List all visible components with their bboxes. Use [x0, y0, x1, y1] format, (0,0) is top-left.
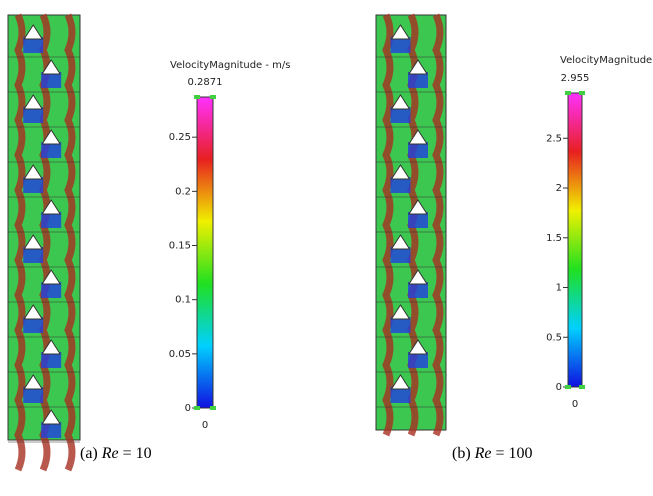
wake	[41, 142, 62, 158]
handle	[565, 385, 571, 389]
wake	[390, 107, 411, 123]
wake	[23, 107, 44, 123]
wake	[41, 212, 62, 228]
obstacle	[41, 269, 62, 285]
wake	[23, 317, 44, 333]
tick-label: 2	[556, 183, 562, 194]
obstacle	[23, 304, 44, 320]
wake	[408, 282, 428, 298]
obstacle	[408, 199, 428, 215]
handle	[579, 91, 585, 95]
handle	[579, 385, 585, 389]
tick-label: 0.15	[169, 241, 191, 252]
obstacle	[41, 409, 62, 425]
handle	[210, 406, 216, 410]
wake	[23, 37, 44, 53]
colorbar-min: 0	[572, 399, 578, 410]
obstacle	[23, 234, 44, 250]
wake	[408, 352, 428, 368]
caption-label: (b)	[452, 445, 471, 462]
flow-streak	[382, 13, 394, 437]
caption-label: (a)	[80, 445, 98, 462]
colorbar-title: VelocityMagnitude - m/s	[170, 60, 291, 71]
handle	[194, 406, 200, 410]
obstacle	[23, 164, 44, 180]
wake	[41, 422, 62, 438]
handle	[210, 95, 216, 99]
wake	[390, 387, 411, 403]
flow-field	[375, 13, 447, 437]
obstacle	[390, 304, 411, 320]
tick-label: 0.25	[169, 132, 191, 143]
obstacle	[23, 94, 44, 110]
obstacle	[390, 374, 411, 390]
caption-value: = 10	[123, 445, 152, 462]
caption: (a) Re = 10	[80, 445, 152, 462]
colorbar-max: 0.2871	[188, 77, 223, 88]
obstacle	[408, 129, 428, 145]
obstacle	[390, 234, 411, 250]
handle	[565, 91, 571, 95]
colorbar-title: VelocityMagnitude - m/s	[560, 55, 653, 66]
tick-label: 0.05	[169, 349, 191, 360]
flow-streak	[14, 13, 26, 472]
tick-label: 0	[185, 403, 191, 414]
obstacle	[390, 94, 411, 110]
caption: (b) Re = 100	[452, 445, 533, 462]
tick-label: 1	[556, 283, 562, 294]
wake	[41, 72, 62, 88]
colorbar-min: 0	[202, 420, 208, 431]
obstacle	[23, 374, 44, 390]
caption-value: = 100	[496, 445, 533, 462]
obstacle	[390, 164, 411, 180]
colorbar	[196, 96, 214, 409]
wake	[41, 282, 62, 298]
colorbar	[567, 92, 583, 388]
obstacle	[408, 269, 428, 285]
obstacle	[408, 59, 428, 75]
wake	[408, 142, 428, 158]
tick-label: 0.1	[175, 295, 191, 306]
tick-label: 0.2	[175, 186, 191, 197]
tick-label: 2.5	[546, 133, 562, 144]
wake	[390, 37, 411, 53]
flow-field	[7, 13, 81, 472]
wake	[408, 72, 428, 88]
wake	[408, 212, 428, 228]
wake	[23, 177, 44, 193]
obstacle	[41, 59, 62, 75]
obstacle	[41, 339, 62, 355]
obstacle	[41, 199, 62, 215]
wake	[23, 247, 44, 263]
tick-label: 1.5	[546, 233, 562, 244]
flow-streak	[432, 13, 444, 437]
colorbar-max: 2.955	[561, 73, 590, 84]
obstacle	[390, 24, 411, 40]
wake	[390, 317, 411, 333]
caption-symbol: Re	[474, 445, 492, 462]
tick-label: 0	[556, 382, 562, 393]
obstacle	[23, 24, 44, 40]
handle	[194, 95, 200, 99]
wake	[390, 247, 411, 263]
caption-symbol: Re	[101, 445, 119, 462]
obstacle	[41, 129, 62, 145]
flow-streak	[64, 13, 76, 472]
wake	[390, 177, 411, 193]
obstacle	[408, 339, 428, 355]
tick-label: 0.5	[546, 332, 562, 343]
wake	[23, 387, 44, 403]
wake	[41, 352, 62, 368]
